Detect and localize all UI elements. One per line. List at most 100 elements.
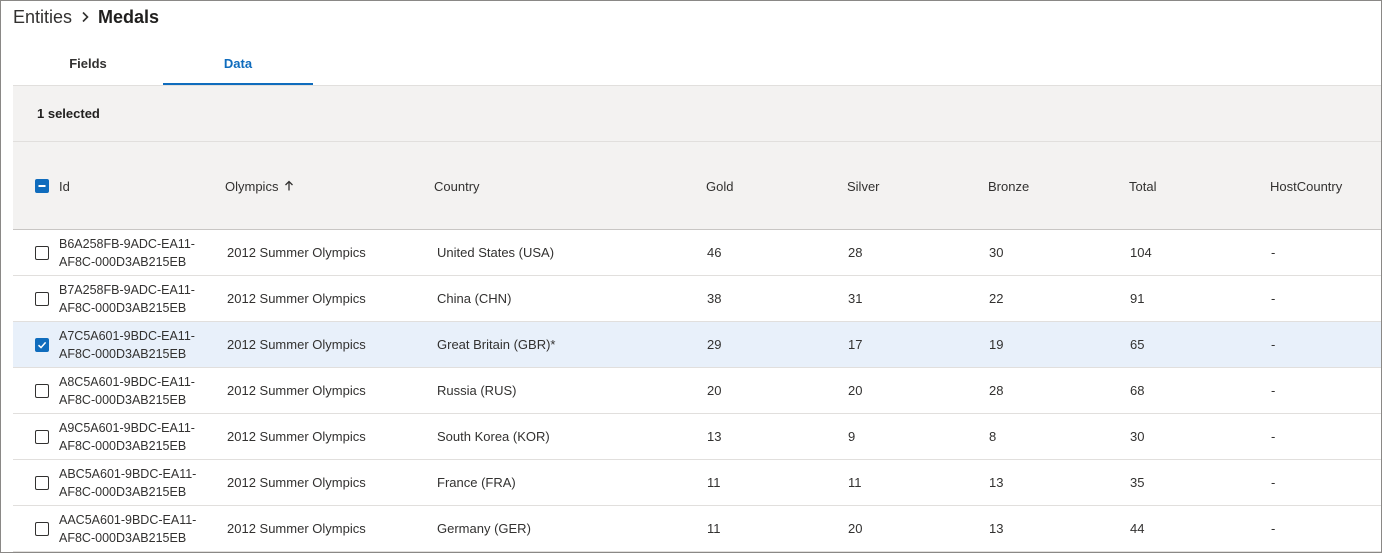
cell-bronze: 13 xyxy=(989,475,1004,490)
cell-hostcountry: - xyxy=(1271,429,1276,444)
row-checkbox[interactable] xyxy=(35,368,49,413)
cell-country: Russia (RUS) xyxy=(437,383,517,398)
cell-total: 91 xyxy=(1130,291,1145,306)
cell-silver: 31 xyxy=(848,291,863,306)
checkbox-box xyxy=(35,521,49,536)
table-row[interactable]: AAC5A601-9BDC-EA11- AF8C-000D3AB215EB 201… xyxy=(13,506,1381,552)
column-header-bronze[interactable]: Bronze xyxy=(988,178,1030,194)
cell-total: 104 xyxy=(1130,245,1152,260)
data-grid: 1 selected Id Olympics Country Gold Silv… xyxy=(13,85,1381,552)
table-row[interactable]: A9C5A601-9BDC-EA11- AF8C-000D3AB215EB 201… xyxy=(13,414,1381,460)
column-header-olympics[interactable]: Olympics xyxy=(225,142,294,230)
cell-gold: 11 xyxy=(707,475,721,490)
column-header-hostcountry[interactable]: HostCountry xyxy=(1270,178,1343,194)
indeterminate-checkbox-icon xyxy=(35,179,49,193)
cell-hostcountry: - xyxy=(1271,245,1276,260)
column-header-id[interactable]: Id xyxy=(59,178,70,194)
cell-bronze: 28 xyxy=(989,383,1004,398)
cell-olympics: 2012 Summer Olympics xyxy=(227,337,366,352)
cell-hostcountry: - xyxy=(1271,521,1276,536)
cell-total: 44 xyxy=(1130,521,1145,536)
arrow-up-icon xyxy=(284,180,294,192)
selection-count: 1 selected xyxy=(37,106,100,121)
row-checkbox[interactable] xyxy=(35,506,49,551)
column-header-silver[interactable]: Silver xyxy=(847,178,880,194)
checkmark-icon xyxy=(35,337,49,352)
tab-data[interactable]: Data xyxy=(163,41,313,85)
table-row[interactable]: B6A258FB-9ADC-EA11- AF8C-000D3AB215EB 201… xyxy=(13,230,1381,276)
cell-country: China (CHN) xyxy=(437,291,512,306)
cell-olympics: 2012 Summer Olympics xyxy=(227,521,366,536)
cell-id: AAC5A601-9BDC-EA11- AF8C-000D3AB215EB xyxy=(59,512,197,545)
cell-bronze: 22 xyxy=(989,291,1004,306)
select-all-checkbox[interactable] xyxy=(35,142,49,230)
column-header-country[interactable]: Country xyxy=(434,178,480,194)
cell-id: A9C5A601-9BDC-EA11- AF8C-000D3AB215EB xyxy=(59,420,195,453)
cell-hostcountry: - xyxy=(1271,475,1276,490)
cell-gold: 38 xyxy=(707,291,722,306)
page-title: Medals xyxy=(98,7,160,27)
cell-country: United States (USA) xyxy=(437,245,555,260)
cell-country: South Korea (KOR) xyxy=(437,429,550,444)
cell-hostcountry: - xyxy=(1271,383,1276,398)
table-row[interactable]: A8C5A601-9BDC-EA11- AF8C-000D3AB215EB 201… xyxy=(13,368,1381,414)
cell-olympics: 2012 Summer Olympics xyxy=(227,291,366,306)
row-checkbox[interactable] xyxy=(35,460,49,505)
tab-fields[interactable]: Fields xyxy=(69,55,107,71)
cell-country: Great Britain (GBR)* xyxy=(437,337,556,352)
table-row[interactable]: A7C5A601-9BDC-EA11- AF8C-000D3AB215EB 201… xyxy=(13,322,1381,368)
cell-olympics: 2012 Summer Olympics xyxy=(227,383,366,398)
cell-gold: 20 xyxy=(707,383,722,398)
cell-gold: 46 xyxy=(707,245,722,260)
checkbox-box xyxy=(35,383,49,398)
cell-hostcountry: - xyxy=(1271,337,1276,352)
cell-id: A7C5A601-9BDC-EA11- AF8C-000D3AB215EB xyxy=(59,328,195,361)
cell-silver: 20 xyxy=(848,383,863,398)
grid-body: B6A258FB-9ADC-EA11- AF8C-000D3AB215EB 201… xyxy=(13,230,1381,552)
checkbox-box xyxy=(35,245,49,260)
cell-silver: 17 xyxy=(848,337,863,352)
row-checkbox[interactable] xyxy=(35,230,49,275)
cell-silver: 9 xyxy=(848,429,856,444)
cell-hostcountry: - xyxy=(1271,291,1276,306)
checkbox-box xyxy=(35,291,49,306)
row-checkbox[interactable] xyxy=(35,414,49,459)
cell-id: ABC5A601-9BDC-EA11- AF8C-000D3AB215EB xyxy=(59,466,197,499)
row-checkbox[interactable] xyxy=(35,322,49,367)
cell-id: A8C5A601-9BDC-EA11- AF8C-000D3AB215EB xyxy=(59,374,195,407)
cell-silver: 11 xyxy=(848,475,862,490)
column-header-total[interactable]: Total xyxy=(1129,178,1157,194)
row-checkbox[interactable] xyxy=(35,276,49,321)
cell-bronze: 19 xyxy=(989,337,1004,352)
table-row[interactable]: ABC5A601-9BDC-EA11- AF8C-000D3AB215EB 201… xyxy=(13,460,1381,506)
cell-country: France (FRA) xyxy=(437,475,516,490)
cell-bronze: 30 xyxy=(989,245,1004,260)
cell-total: 65 xyxy=(1130,337,1145,352)
cell-olympics: 2012 Summer Olympics xyxy=(227,475,366,490)
cell-olympics: 2012 Summer Olympics xyxy=(227,245,366,260)
grid-header: Id Olympics Country Gold Silver Bronze T… xyxy=(13,142,1381,230)
cell-gold: 29 xyxy=(707,337,722,352)
cell-id: B6A258FB-9ADC-EA11- AF8C-000D3AB215EB xyxy=(59,236,195,269)
selection-bar: 1 selected xyxy=(13,86,1381,142)
cell-gold: 13 xyxy=(707,429,722,444)
cell-country: Germany (GER) xyxy=(437,521,531,536)
cell-bronze: 8 xyxy=(989,429,997,444)
tab-list: Fields Data xyxy=(13,41,313,85)
breadcrumb-entities-link[interactable]: Entities xyxy=(13,7,73,27)
cell-bronze: 13 xyxy=(989,521,1004,536)
checkbox-box xyxy=(35,429,49,444)
checkbox-box xyxy=(35,475,49,490)
cell-total: 68 xyxy=(1130,383,1145,398)
cell-id: B7A258FB-9ADC-EA11- AF8C-000D3AB215EB xyxy=(59,282,195,315)
cell-gold: 11 xyxy=(707,521,721,536)
chevron-right-icon xyxy=(72,11,98,23)
breadcrumb: Entities Medals xyxy=(13,5,159,29)
cell-olympics: 2012 Summer Olympics xyxy=(227,429,366,444)
cell-silver: 20 xyxy=(848,521,863,536)
column-header-gold[interactable]: Gold xyxy=(706,178,734,194)
cell-silver: 28 xyxy=(848,245,863,260)
cell-total: 30 xyxy=(1130,429,1145,444)
table-row[interactable]: B7A258FB-9ADC-EA11- AF8C-000D3AB215EB 201… xyxy=(13,276,1381,322)
